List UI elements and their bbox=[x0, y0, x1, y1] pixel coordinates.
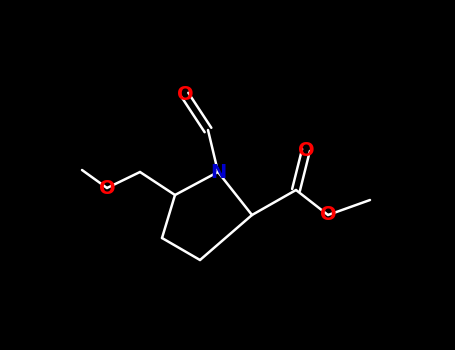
Text: O: O bbox=[99, 178, 115, 197]
Text: O: O bbox=[298, 140, 314, 160]
Text: O: O bbox=[177, 85, 193, 105]
Text: N: N bbox=[210, 162, 226, 182]
Text: O: O bbox=[320, 205, 336, 224]
